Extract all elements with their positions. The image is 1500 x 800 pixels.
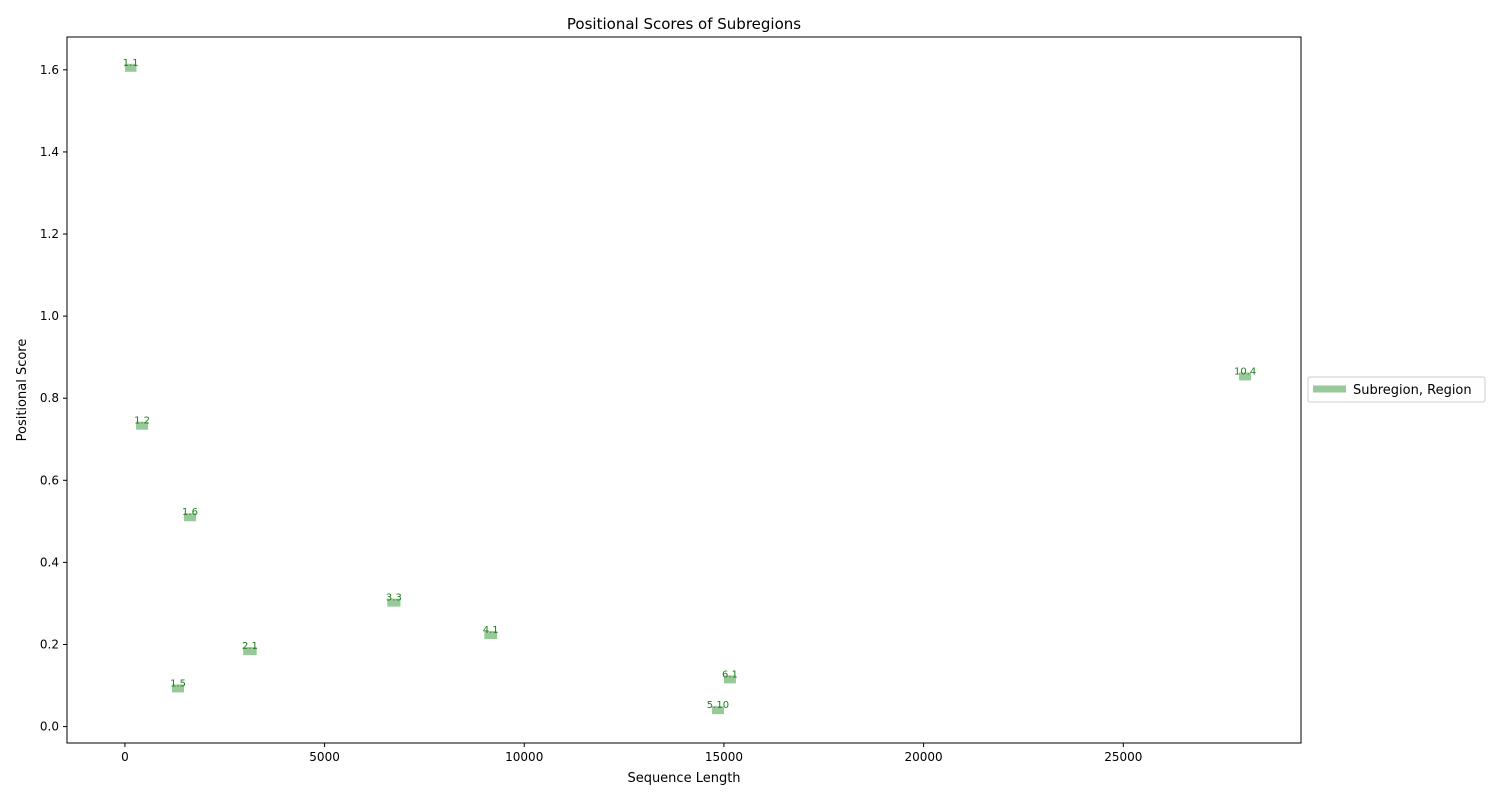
y-tick-label: 1.4 xyxy=(40,145,59,159)
y-tick-label: 1.0 xyxy=(40,309,59,323)
legend-box xyxy=(1307,376,1486,403)
data-marks: 1.1 1.2 1.5 1.6 2.1 3.3 4.1 5.10 6.1 10.4 xyxy=(123,58,1256,715)
chart-title: Positional Scores of Subregions xyxy=(567,15,801,33)
y-tick-label: 0.6 xyxy=(40,473,59,487)
x-tick-label: 20000 xyxy=(905,750,943,764)
plot-frame xyxy=(66,36,1302,744)
y-tick-label: 0.8 xyxy=(40,391,59,405)
axes-group xyxy=(66,36,1302,744)
y-tick-label: 0.0 xyxy=(40,720,59,734)
y-tick-label: 1.6 xyxy=(40,63,59,77)
subregion-label: 4.1 xyxy=(483,625,499,636)
legend: Subregion, Region xyxy=(1307,376,1486,403)
subregion-label: 1.6 xyxy=(182,507,198,518)
subregion-label: 2.1 xyxy=(242,641,258,652)
subregion-label: 1.1 xyxy=(123,58,139,69)
y-tick-label: 0.4 xyxy=(40,555,59,569)
subregion-label: 1.2 xyxy=(134,416,150,427)
x-tick-label: 0 xyxy=(121,750,129,764)
x-tick-label: 25000 xyxy=(1104,750,1142,764)
subregion-label: 5.10 xyxy=(707,700,729,711)
x-axis-title: Sequence Length xyxy=(627,771,740,786)
y-axis-ticks: 0.0 0.2 0.4 0.6 0.8 1.0 1.2 1.4 1.6 xyxy=(40,63,67,734)
legend-entry-label: Subregion, Region xyxy=(1353,383,1472,398)
y-axis-title: Positional Score xyxy=(15,339,30,442)
x-axis-ticks: 0 5000 10000 15000 20000 25000 xyxy=(121,743,1142,764)
x-tick-label: 10000 xyxy=(505,750,543,764)
y-tick-label: 1.2 xyxy=(40,227,59,241)
subregion-label: 6.1 xyxy=(722,669,738,680)
subregion-label: 10.4 xyxy=(1234,366,1256,377)
y-tick-label: 0.2 xyxy=(40,637,59,651)
x-tick-label: 5000 xyxy=(309,750,340,764)
subregion-label: 1.5 xyxy=(170,678,186,689)
subregion-label: 3.3 xyxy=(386,593,402,604)
x-tick-label: 15000 xyxy=(705,750,743,764)
